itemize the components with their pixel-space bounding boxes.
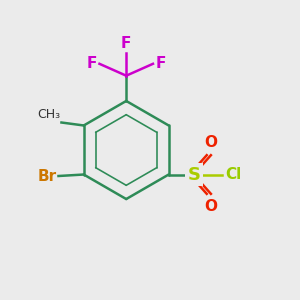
Text: S: S <box>188 166 200 184</box>
Text: CH₃: CH₃ <box>37 108 60 121</box>
Text: Cl: Cl <box>225 167 242 182</box>
Text: Br: Br <box>38 169 57 184</box>
Text: O: O <box>204 199 217 214</box>
Text: O: O <box>204 135 217 150</box>
Text: F: F <box>155 56 166 71</box>
Text: F: F <box>87 56 97 71</box>
Text: F: F <box>121 36 131 51</box>
